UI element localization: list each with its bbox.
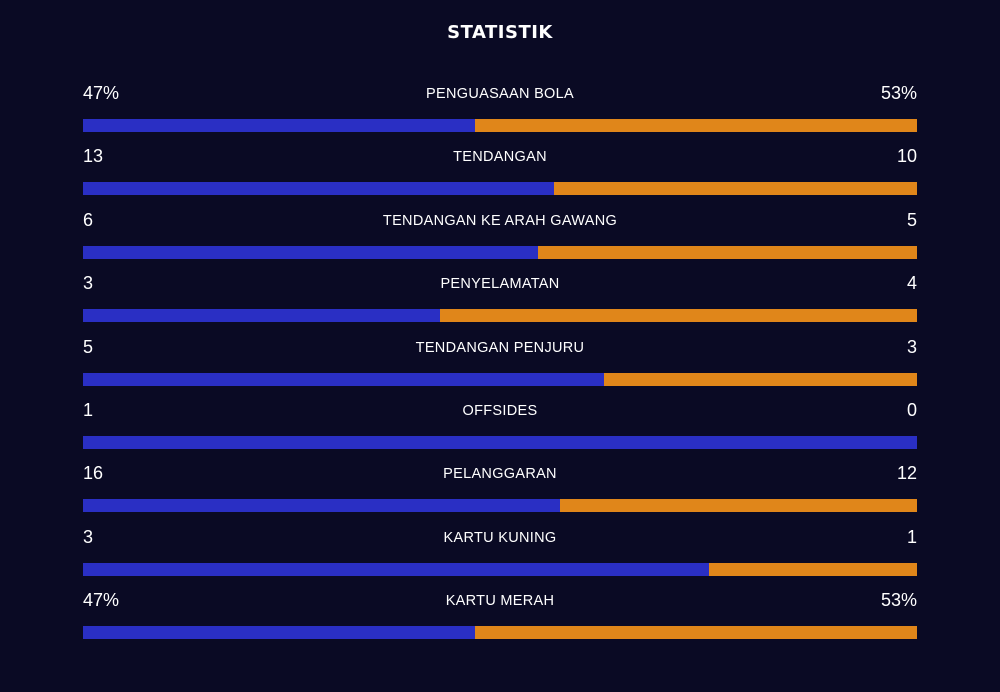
comparison-bar (83, 309, 917, 323)
stat-label: TENDANGAN KE ARAH GAWANG (382, 212, 618, 229)
stat-row-possession: 47% PENGUASAAN BOLA 53% (83, 80, 917, 143)
stat-row-corners: 5 TENDANGAN PENJURU 3 (83, 334, 917, 397)
comparison-bar (83, 435, 917, 449)
stat-label: PELANGGARAN (443, 466, 557, 483)
away-bar-fill (708, 562, 917, 576)
page-title: STATISTIK (447, 22, 553, 43)
away-bar-fill (474, 119, 917, 132)
home-value: 1 (83, 399, 94, 420)
away-value: 0 (906, 399, 917, 420)
home-value: 13 (83, 146, 104, 167)
away-value: 5 (906, 209, 917, 230)
away-value: 1 (906, 526, 917, 547)
away-value: 10 (896, 146, 917, 167)
home-bar-fill (83, 182, 555, 196)
home-bar-fill (83, 626, 475, 640)
stat-row-offsides: 1 OFFSIDES 0 (83, 397, 917, 460)
stat-label: TENDANGAN (453, 149, 547, 166)
home-value: 47% (83, 590, 120, 611)
stat-label: TENDANGAN PENJURU (415, 339, 585, 356)
comparison-bar (83, 119, 917, 132)
away-bar-fill (559, 499, 917, 513)
comparison-bar (83, 562, 917, 576)
comparison-bar (83, 499, 917, 513)
comparison-bar (83, 245, 917, 259)
home-bar-fill (83, 372, 605, 386)
away-value: 12 (896, 463, 917, 484)
away-bar-fill (537, 245, 917, 259)
stat-row-red-cards: 47% KARTU MERAH 53% (83, 587, 917, 650)
away-bar-fill (474, 626, 917, 640)
home-value: 6 (83, 209, 94, 230)
stat-label: OFFSIDES (462, 402, 538, 419)
stat-row-fouls: 16 PELANGGARAN 12 (83, 460, 917, 523)
home-value: 47% (83, 83, 120, 103)
home-bar-fill (83, 562, 709, 576)
comparison-bar (83, 182, 917, 196)
home-bar-fill (83, 309, 441, 323)
home-value: 5 (83, 336, 94, 357)
stats-list: 47% PENGUASAAN BOLA 53% 13 TENDANGAN 10 … (83, 80, 917, 651)
stat-label: PENYELAMATAN (440, 276, 560, 293)
home-bar-fill (83, 435, 917, 449)
home-value: 16 (83, 463, 104, 484)
stat-row-saves: 3 PENYELAMATAN 4 (83, 270, 917, 333)
stat-row-shots-on-target: 6 TENDANGAN KE ARAH GAWANG 5 (83, 207, 917, 270)
stat-label: PENGUASAAN BOLA (426, 86, 574, 102)
away-value: 53% (880, 83, 917, 103)
stat-row-yellow-cards: 3 KARTU KUNING 1 (83, 524, 917, 587)
home-value: 3 (83, 526, 94, 547)
away-value: 53% (880, 590, 917, 611)
stat-label: KARTU KUNING (443, 529, 557, 546)
stat-row-shots: 13 TENDANGAN 10 (83, 143, 917, 206)
comparison-bar (83, 626, 917, 640)
away-value: 3 (906, 336, 917, 357)
home-bar-fill (83, 245, 538, 259)
away-bar-fill (440, 309, 917, 323)
away-bar-fill (604, 372, 917, 386)
home-bar-fill (83, 119, 475, 132)
stat-label: KARTU MERAH (445, 593, 555, 610)
comparison-bar (83, 372, 917, 386)
away-bar-fill (554, 182, 917, 196)
home-bar-fill (83, 499, 560, 513)
away-value: 4 (906, 273, 917, 294)
home-value: 3 (83, 273, 94, 294)
